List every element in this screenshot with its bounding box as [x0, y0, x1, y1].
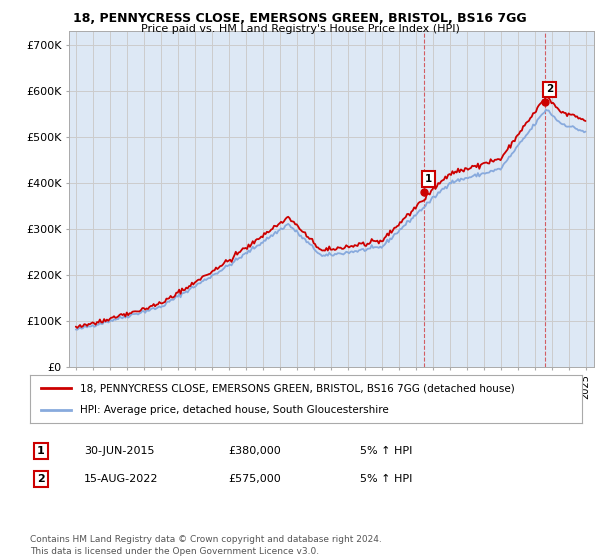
Text: 5% ↑ HPI: 5% ↑ HPI — [360, 474, 412, 484]
Text: 15-AUG-2022: 15-AUG-2022 — [84, 474, 158, 484]
Text: £380,000: £380,000 — [228, 446, 281, 456]
Text: 18, PENNYCRESS CLOSE, EMERSONS GREEN, BRISTOL, BS16 7GG: 18, PENNYCRESS CLOSE, EMERSONS GREEN, BR… — [73, 12, 527, 25]
Text: 5% ↑ HPI: 5% ↑ HPI — [360, 446, 412, 456]
Text: 1: 1 — [425, 174, 432, 184]
Text: 1: 1 — [37, 446, 44, 456]
Text: HPI: Average price, detached house, South Gloucestershire: HPI: Average price, detached house, Sout… — [80, 405, 388, 415]
Text: 2: 2 — [37, 474, 44, 484]
Text: Contains HM Land Registry data © Crown copyright and database right 2024.
This d: Contains HM Land Registry data © Crown c… — [30, 535, 382, 556]
Text: 30-JUN-2015: 30-JUN-2015 — [84, 446, 155, 456]
Text: 2: 2 — [545, 84, 553, 94]
Text: Price paid vs. HM Land Registry's House Price Index (HPI): Price paid vs. HM Land Registry's House … — [140, 24, 460, 34]
Text: 18, PENNYCRESS CLOSE, EMERSONS GREEN, BRISTOL, BS16 7GG (detached house): 18, PENNYCRESS CLOSE, EMERSONS GREEN, BR… — [80, 383, 514, 393]
Text: £575,000: £575,000 — [228, 474, 281, 484]
